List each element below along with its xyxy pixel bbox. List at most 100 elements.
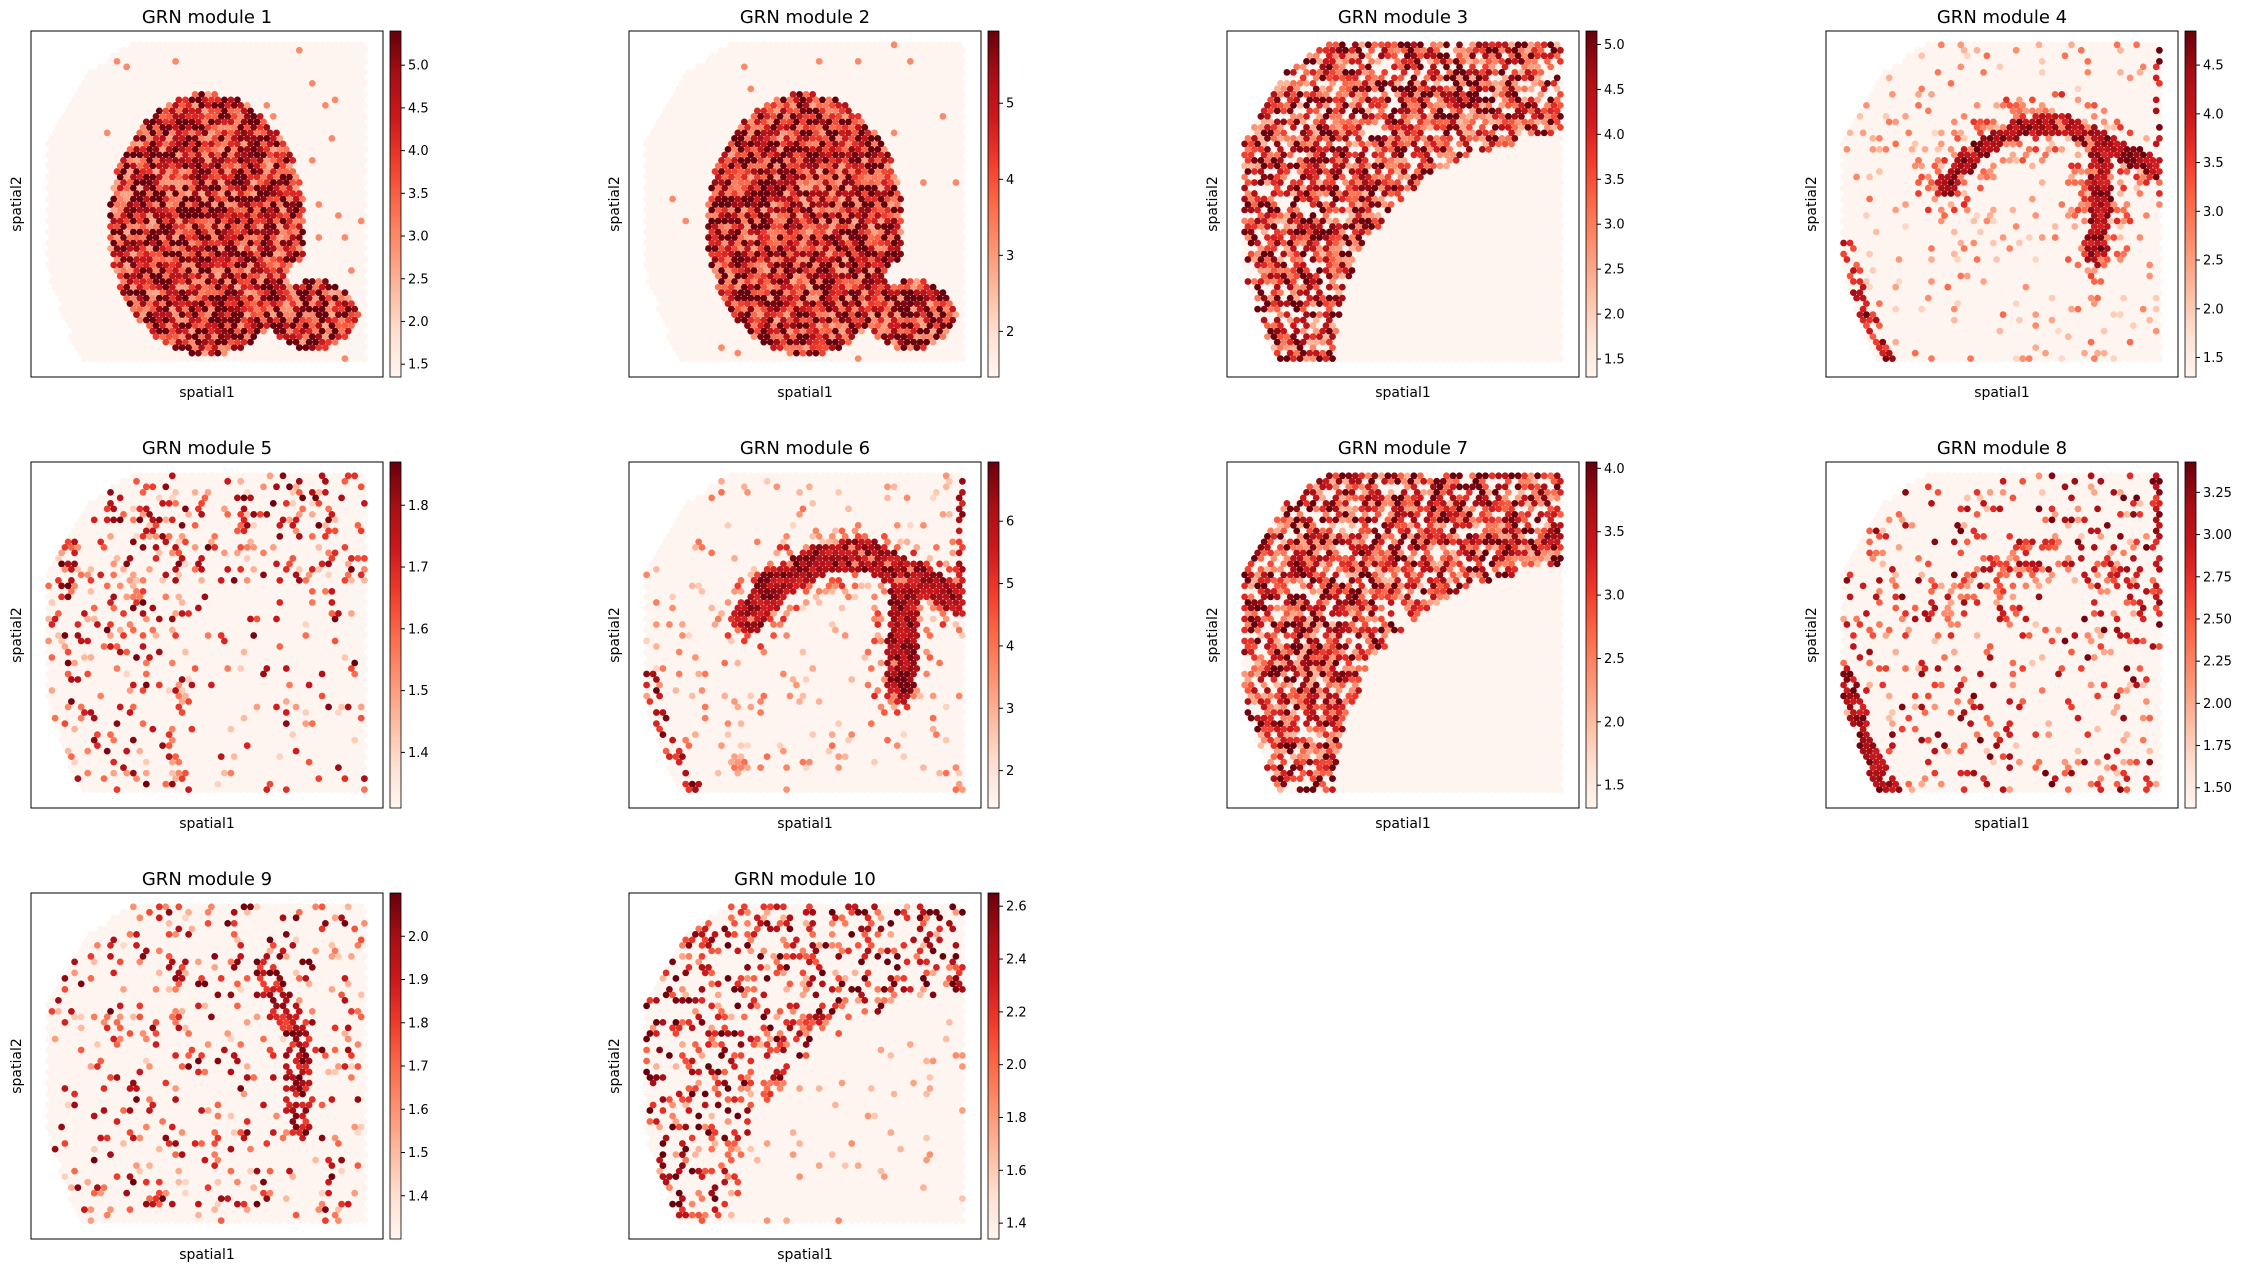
spot xyxy=(149,96,157,104)
spot xyxy=(952,134,960,142)
spot xyxy=(321,255,329,264)
spot xyxy=(61,200,69,209)
spot xyxy=(880,90,888,98)
spot xyxy=(799,184,807,192)
spot xyxy=(952,311,960,318)
spot xyxy=(100,222,108,231)
spot xyxy=(344,327,352,335)
spot xyxy=(857,63,866,71)
spot xyxy=(341,46,349,54)
spot xyxy=(884,184,891,192)
spot xyxy=(643,228,651,236)
spot xyxy=(893,167,901,176)
spot xyxy=(919,134,928,142)
spot xyxy=(256,101,264,109)
spot xyxy=(861,300,869,307)
spot xyxy=(116,173,124,181)
spot xyxy=(861,112,869,120)
spot xyxy=(936,85,944,93)
spots xyxy=(45,41,368,363)
spot xyxy=(883,41,892,49)
colorbar-gradient xyxy=(389,30,402,378)
spot xyxy=(903,151,911,159)
spot xyxy=(178,179,186,186)
spot xyxy=(740,74,748,82)
spot xyxy=(133,278,140,285)
spot xyxy=(939,57,947,65)
spot xyxy=(247,294,254,302)
spot xyxy=(67,178,75,187)
spot xyxy=(133,289,140,296)
spot xyxy=(682,140,690,148)
spot xyxy=(685,112,693,120)
spot xyxy=(237,46,245,54)
spot xyxy=(178,46,186,54)
spot xyxy=(936,217,944,225)
spot xyxy=(354,255,362,264)
spot xyxy=(168,239,176,247)
spot xyxy=(198,344,206,351)
spot xyxy=(243,124,251,131)
spot xyxy=(292,195,300,203)
spot xyxy=(354,289,362,297)
spot xyxy=(139,322,147,330)
spot xyxy=(132,344,141,352)
spot xyxy=(945,112,954,120)
spot xyxy=(796,124,803,131)
spot xyxy=(289,266,297,275)
spot xyxy=(149,184,157,192)
spot xyxy=(182,195,189,203)
spot xyxy=(731,168,738,175)
spot xyxy=(331,74,339,82)
spot xyxy=(51,217,59,225)
spot xyxy=(691,79,700,87)
spot xyxy=(299,239,306,247)
spot xyxy=(312,206,320,214)
spot xyxy=(100,233,108,242)
spot xyxy=(815,333,823,340)
spot xyxy=(831,349,840,357)
spot xyxy=(665,244,674,253)
spot xyxy=(910,52,918,60)
spot xyxy=(308,134,316,142)
spot xyxy=(194,85,202,93)
spot xyxy=(678,178,687,187)
spot xyxy=(58,294,66,302)
spot xyxy=(861,90,869,98)
spot xyxy=(168,162,176,170)
spot xyxy=(285,63,294,71)
spot xyxy=(890,96,898,104)
spot xyxy=(828,245,836,252)
spot xyxy=(919,266,928,275)
spot xyxy=(325,305,332,313)
spot xyxy=(926,355,934,363)
spot xyxy=(100,289,108,297)
spot xyxy=(867,112,875,120)
spot xyxy=(835,234,843,241)
spot xyxy=(903,85,911,93)
spot xyxy=(80,156,88,164)
spot xyxy=(874,333,882,340)
spot xyxy=(760,118,768,126)
spot xyxy=(682,206,690,214)
spot xyxy=(334,79,342,87)
spot xyxy=(221,107,228,115)
spot xyxy=(939,145,947,153)
spot xyxy=(678,300,687,308)
spot xyxy=(266,206,274,214)
spot xyxy=(155,195,163,203)
spot xyxy=(678,311,687,319)
spot xyxy=(74,300,82,308)
spot xyxy=(100,79,108,87)
spot xyxy=(198,289,206,296)
spot xyxy=(276,201,284,208)
spot xyxy=(119,46,128,54)
spot xyxy=(191,146,199,153)
spot xyxy=(318,118,326,126)
spot xyxy=(292,151,300,159)
spot xyxy=(691,189,700,198)
spot xyxy=(159,57,167,65)
spot xyxy=(214,151,222,159)
spot xyxy=(201,96,209,104)
spot xyxy=(126,223,134,230)
